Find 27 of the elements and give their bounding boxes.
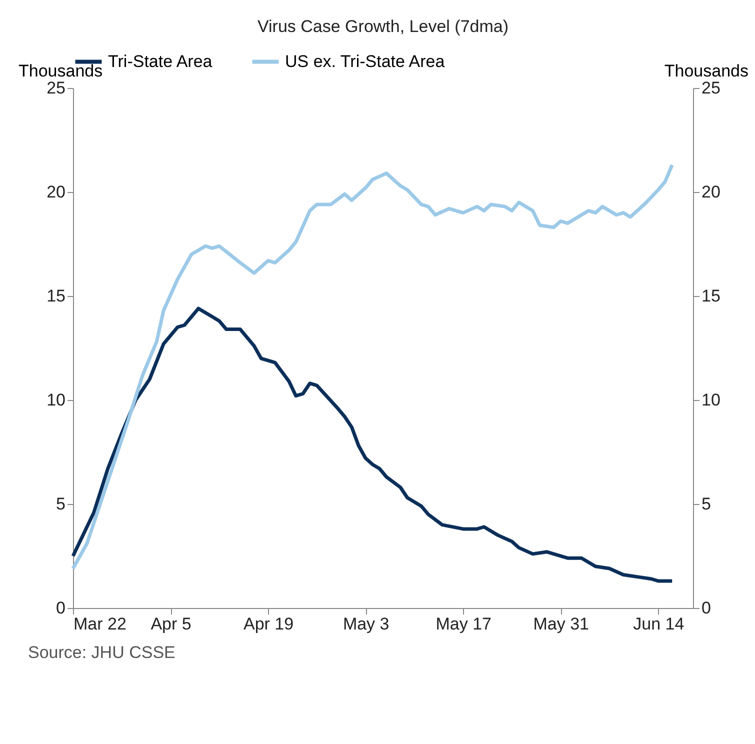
x-tick-label: Apr 5 xyxy=(150,614,192,634)
y2-tick-label: 5 xyxy=(702,494,711,514)
y2-tick-label: 25 xyxy=(702,78,720,98)
x-tick-label: Jun 14 xyxy=(633,614,684,634)
y-tick-label: 10 xyxy=(46,390,66,410)
y2-tick-label: 10 xyxy=(702,390,720,410)
y-tick-label: 25 xyxy=(46,78,66,98)
y2-axis-title: Thousands xyxy=(664,62,748,80)
x-tick-label: May 31 xyxy=(533,614,590,634)
x-tick-label: May 17 xyxy=(436,614,492,634)
y-tick-label: 15 xyxy=(46,286,66,306)
legend-label: Tri-State Area xyxy=(108,52,213,71)
chart-title: Virus Case Growth, Level (7dma) xyxy=(257,17,509,36)
x-tick-label: Mar 22 xyxy=(74,614,126,634)
line-series xyxy=(71,306,674,583)
y-tick-label: 5 xyxy=(56,494,66,514)
y-axis-title: Thousands xyxy=(18,62,103,80)
source-note: Source: JHU CSSE xyxy=(28,643,176,663)
y2-tick-label: 0 xyxy=(702,598,711,618)
x-tick-label: Apr 19 xyxy=(244,614,294,634)
legend-label: US ex. Tri-State Area xyxy=(285,52,446,71)
y2-tick-label: 15 xyxy=(702,286,720,306)
y-tick-label: 20 xyxy=(46,182,66,202)
x-tick-label: May 3 xyxy=(342,614,390,634)
y-tick-label: 0 xyxy=(56,598,66,618)
line-series xyxy=(71,163,674,570)
y2-tick-label: 20 xyxy=(702,182,720,202)
